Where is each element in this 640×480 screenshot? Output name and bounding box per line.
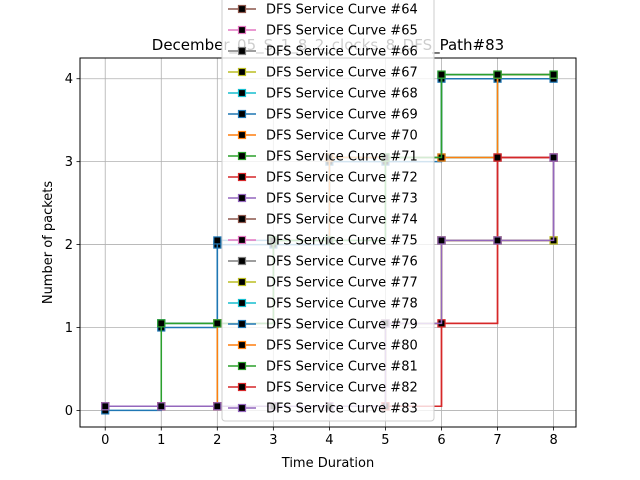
legend-marker [237, 46, 247, 56]
legend-item: DFS Service Curve #64 [228, 3, 418, 18]
legend-item: DFS Service Curve #79 [228, 318, 418, 333]
legend-label: DFS Service Curve #70 [266, 129, 418, 144]
legend-marker [237, 172, 247, 182]
y-tick-label: 2 [65, 238, 73, 253]
legend-label: DFS Service Curve #78 [266, 297, 418, 312]
y-tick-label: 3 [65, 155, 73, 170]
data-point [157, 402, 166, 411]
x-axis-label: Time Duration [281, 456, 374, 471]
legend-marker [237, 214, 247, 224]
legend-marker [237, 340, 247, 350]
legend-marker [237, 88, 247, 98]
legend-label: DFS Service Curve #65 [266, 24, 418, 39]
x-tick-label: 7 [493, 433, 501, 448]
legend-label: DFS Service Curve #72 [266, 171, 418, 186]
x-tick-label: 6 [437, 433, 445, 448]
legend-item: DFS Service Curve #73 [228, 192, 418, 207]
y-tick-label: 0 [65, 404, 73, 419]
legend-label: DFS Service Curve #81 [266, 360, 418, 375]
legend-marker [237, 193, 247, 203]
legend-item: DFS Service Curve #76 [228, 255, 418, 270]
data-point [213, 319, 222, 328]
legend-item: DFS Service Curve #78 [228, 297, 418, 312]
legend-item: DFS Service Curve #83 [228, 402, 418, 417]
legend-marker [237, 109, 247, 119]
legend-label: DFS Service Curve #69 [266, 108, 418, 123]
x-tick-label: 8 [549, 433, 557, 448]
data-point [213, 236, 222, 245]
y-tick-label: 4 [65, 72, 73, 87]
legend-item: DFS Service Curve #75 [228, 234, 418, 249]
legend-label: DFS Service Curve #82 [266, 381, 418, 396]
legend-label: DFS Service Curve #74 [266, 213, 418, 228]
data-point [213, 402, 222, 411]
legend-item: DFS Service Curve #66 [228, 45, 418, 60]
data-point [493, 70, 502, 79]
legend-marker [237, 25, 247, 35]
legend-label: DFS Service Curve #66 [266, 45, 418, 60]
x-tick-label: 4 [325, 433, 333, 448]
legend-marker [237, 151, 247, 161]
legend-marker [237, 67, 247, 77]
legend-marker [237, 319, 247, 329]
legend-item: DFS Service Curve #70 [228, 129, 418, 144]
legend-item: DFS Service Curve #69 [228, 108, 418, 123]
data-point [549, 153, 558, 162]
legend-label: DFS Service Curve #64 [266, 3, 418, 18]
legend-item: DFS Service Curve #81 [228, 360, 418, 375]
data-point [101, 402, 110, 411]
data-point [493, 236, 502, 245]
legend-item: DFS Service Curve #82 [228, 381, 418, 396]
legend-item: DFS Service Curve #72 [228, 171, 418, 186]
legend-label: DFS Service Curve #77 [266, 276, 418, 291]
x-tick-label: 1 [157, 433, 165, 448]
legend-label: DFS Service Curve #75 [266, 234, 418, 249]
legend-marker [237, 298, 247, 308]
ticks: 0 1 2 3 4 5 6 7 8 0 1 2 3 4 [65, 72, 558, 448]
legend-item: DFS Service Curve #77 [228, 276, 418, 291]
x-tick-label: 0 [101, 433, 109, 448]
legend-label: DFS Service Curve #79 [266, 318, 418, 333]
legend-marker [237, 130, 247, 140]
y-tick-label: 1 [65, 321, 73, 336]
legend-label: DFS Service Curve #73 [266, 192, 418, 207]
legend-item: DFS Service Curve #71 [228, 150, 418, 165]
data-point [493, 153, 502, 162]
legend-item: DFS Service Curve #80 [228, 339, 418, 354]
legend-item: DFS Service Curve #68 [228, 87, 418, 102]
x-tick-label: 3 [269, 433, 277, 448]
legend-label: DFS Service Curve #71 [266, 150, 418, 165]
legend-marker [237, 361, 247, 371]
legend-label: DFS Service Curve #67 [266, 66, 418, 81]
data-point [437, 70, 446, 79]
legend-label: DFS Service Curve #83 [266, 402, 418, 417]
legend-marker [237, 277, 247, 287]
legend-marker [237, 256, 247, 266]
data-point [437, 236, 446, 245]
legend-label: DFS Service Curve #80 [266, 339, 418, 354]
x-tick-label: 5 [381, 433, 389, 448]
x-tick-label: 2 [213, 433, 221, 448]
y-axis-label: Number of packets [41, 181, 56, 305]
legend-marker [237, 382, 247, 392]
legend-marker [237, 235, 247, 245]
legend-label: DFS Service Curve #68 [266, 87, 418, 102]
data-point [157, 319, 166, 328]
legend-item: DFS Service Curve #74 [228, 213, 418, 228]
legend-label: DFS Service Curve #76 [266, 255, 418, 270]
legend-item: DFS Service Curve #67 [228, 66, 418, 81]
legend-box [221, 0, 435, 422]
legend: DFS Service Curve #64 DFS Service Curve #… [221, 0, 435, 422]
legend-item: DFS Service Curve #65 [228, 24, 418, 39]
data-point [549, 70, 558, 79]
legend-marker [237, 4, 247, 14]
legend-marker [237, 403, 247, 413]
